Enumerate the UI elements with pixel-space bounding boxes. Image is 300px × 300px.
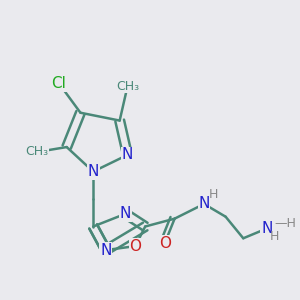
Text: H: H xyxy=(209,188,218,201)
Text: CH₃: CH₃ xyxy=(26,146,49,158)
Text: Cl: Cl xyxy=(51,76,66,91)
Text: H: H xyxy=(270,230,279,243)
Text: N: N xyxy=(120,206,131,221)
Text: N: N xyxy=(100,243,112,258)
Text: N: N xyxy=(88,164,99,179)
Text: O: O xyxy=(129,238,141,253)
Text: —H: —H xyxy=(275,217,296,230)
Text: N: N xyxy=(261,221,272,236)
Text: CH₃: CH₃ xyxy=(116,80,139,93)
Text: N: N xyxy=(122,147,133,162)
Text: O: O xyxy=(159,236,171,251)
Text: N: N xyxy=(198,196,210,211)
